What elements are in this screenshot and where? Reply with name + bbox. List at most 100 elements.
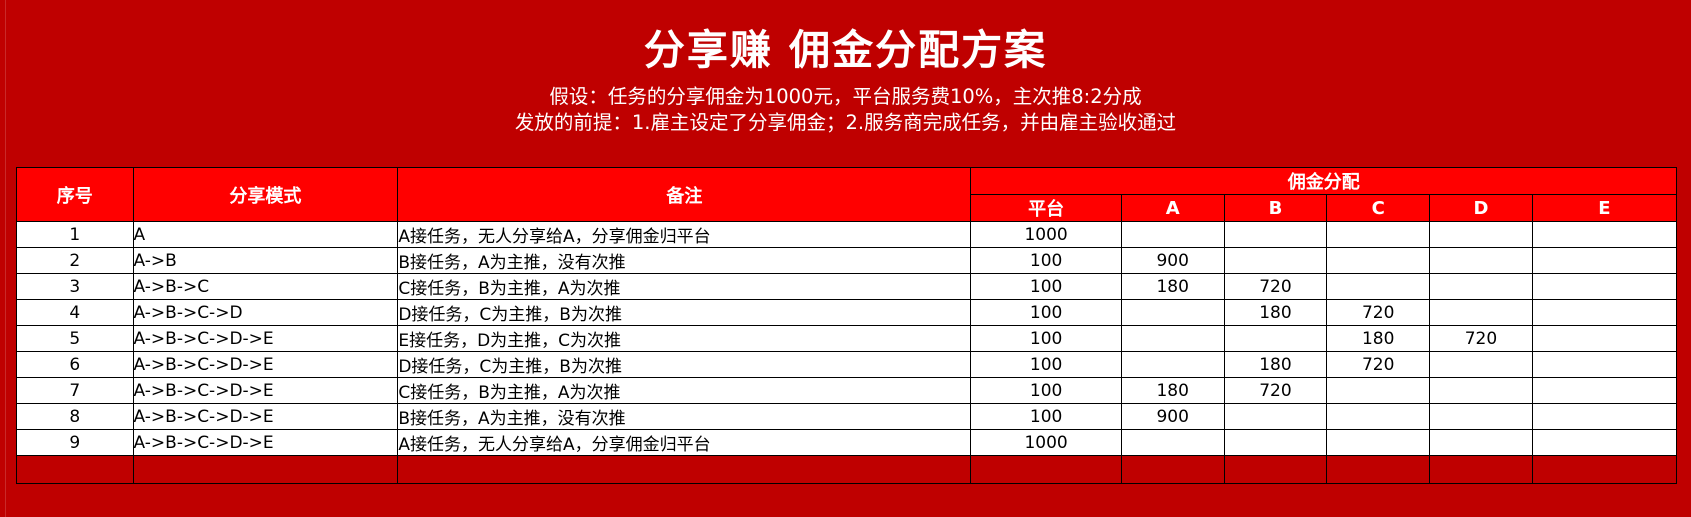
- cell-note[interactable]: C接任务，B为主推，A为次推: [397, 377, 972, 404]
- cell-seq[interactable]: 6: [16, 351, 134, 378]
- cell-platform[interactable]: 100: [970, 247, 1122, 274]
- cell-b[interactable]: 720: [1223, 377, 1328, 404]
- column-header-b[interactable]: B: [1223, 194, 1328, 222]
- column-header-commission-group[interactable]: 佣金分配: [970, 167, 1677, 195]
- cell-e[interactable]: [1531, 247, 1678, 274]
- cell-e[interactable]: [1531, 351, 1678, 378]
- cell-c[interactable]: 720: [1326, 351, 1431, 378]
- cell-mode[interactable]: A->B->C->D->E: [132, 429, 399, 456]
- cell-c[interactable]: [1326, 377, 1431, 404]
- cell-note[interactable]: A接任务，无人分享给A，分享佣金归平台: [397, 429, 972, 456]
- cell-d[interactable]: [1429, 429, 1533, 456]
- cell-seq[interactable]: 7: [16, 377, 134, 404]
- table-row[interactable]: 8 A->B->C->D->E B接任务，A为主推，没有次推 100 900: [16, 403, 1678, 430]
- cell-a[interactable]: 180: [1120, 273, 1225, 300]
- column-header-e[interactable]: E: [1531, 194, 1678, 222]
- cell-a[interactable]: [1120, 351, 1225, 378]
- table-row[interactable]: 5 A->B->C->D->E E接任务，D为主推，C为次推 100 180 7…: [16, 325, 1678, 352]
- cell-d[interactable]: [1429, 221, 1533, 248]
- cell-a[interactable]: [1120, 221, 1225, 248]
- cell-b[interactable]: [1223, 325, 1328, 352]
- cell-c[interactable]: [1326, 273, 1431, 300]
- cell-c[interactable]: 180: [1326, 325, 1431, 352]
- table-row[interactable]: 1 A A接任务，无人分享给A，分享佣金归平台 1000: [16, 221, 1678, 248]
- cell-platform[interactable]: 100: [970, 377, 1122, 404]
- cell-mode[interactable]: A->B->C->D: [132, 299, 399, 326]
- column-header-d[interactable]: D: [1429, 194, 1533, 222]
- table-row[interactable]: 3 A->B->C C接任务，B为主推，A为次推 100 180 720: [16, 273, 1678, 300]
- cell-e[interactable]: [1531, 221, 1678, 248]
- cell-c[interactable]: 720: [1326, 299, 1431, 326]
- table-row[interactable]: 6 A->B->C->D->E D接任务，C为主推，B为次推 100 180 7…: [16, 351, 1678, 378]
- column-header-note[interactable]: 备注: [397, 167, 972, 222]
- cell-platform[interactable]: 1000: [970, 429, 1122, 456]
- cell-b[interactable]: 180: [1223, 351, 1328, 378]
- cell-e[interactable]: [1531, 429, 1678, 456]
- column-header-c[interactable]: C: [1326, 194, 1431, 222]
- cell-c[interactable]: [1326, 403, 1431, 430]
- cell-note[interactable]: C接任务，B为主推，A为次推: [397, 273, 972, 300]
- cell-seq[interactable]: 8: [16, 403, 134, 430]
- cell-b[interactable]: 720: [1223, 273, 1328, 300]
- cell-platform[interactable]: 100: [970, 325, 1122, 352]
- table-row[interactable]: 2 A->B B接任务，A为主推，没有次推 100 900: [16, 247, 1678, 274]
- cell-mode[interactable]: A->B: [132, 247, 399, 274]
- column-header-mode[interactable]: 分享模式: [132, 167, 399, 222]
- cell-e[interactable]: [1531, 273, 1678, 300]
- cell-seq[interactable]: 2: [16, 247, 134, 274]
- cell-note[interactable]: A接任务，无人分享给A，分享佣金归平台: [397, 221, 972, 248]
- cell-d[interactable]: [1429, 273, 1533, 300]
- cell-a[interactable]: 900: [1120, 247, 1225, 274]
- cell-note[interactable]: B接任务，A为主推，没有次推: [397, 247, 972, 274]
- cell-note[interactable]: B接任务，A为主推，没有次推: [397, 403, 972, 430]
- cell-e[interactable]: [1531, 325, 1678, 352]
- cell-a[interactable]: [1120, 325, 1225, 352]
- cell-mode[interactable]: A->B->C->D->E: [132, 403, 399, 430]
- cell-d[interactable]: [1429, 351, 1533, 378]
- cell-mode[interactable]: A->B->C: [132, 273, 399, 300]
- cell-platform[interactable]: 1000: [970, 221, 1122, 248]
- cell-a[interactable]: [1120, 299, 1225, 326]
- cell-c[interactable]: [1326, 247, 1431, 274]
- cell-seq[interactable]: 9: [16, 429, 134, 456]
- cell-c[interactable]: [1326, 221, 1431, 248]
- cell-c[interactable]: [1326, 429, 1431, 456]
- cell-platform[interactable]: 100: [970, 299, 1122, 326]
- cell-note[interactable]: D接任务，C为主推，B为次推: [397, 351, 972, 378]
- cell-e[interactable]: [1531, 377, 1678, 404]
- cell-a[interactable]: [1120, 429, 1225, 456]
- cell-note[interactable]: D接任务，C为主推，B为次推: [397, 299, 972, 326]
- cell-d[interactable]: 720: [1429, 325, 1533, 352]
- cell-platform[interactable]: 100: [970, 351, 1122, 378]
- cell-mode[interactable]: A->B->C->D->E: [132, 351, 399, 378]
- table-row[interactable]: 7 A->B->C->D->E C接任务，B为主推，A为次推 100 180 7…: [16, 377, 1678, 404]
- column-header-seq[interactable]: 序号: [16, 167, 134, 222]
- cell-d[interactable]: [1429, 247, 1533, 274]
- cell-platform[interactable]: 100: [970, 403, 1122, 430]
- cell-mode[interactable]: A: [132, 221, 399, 248]
- column-header-platform[interactable]: 平台: [970, 194, 1122, 222]
- table-row[interactable]: 4 A->B->C->D D接任务，C为主推，B为次推 100 180 720: [16, 299, 1678, 326]
- column-header-a[interactable]: A: [1120, 194, 1225, 222]
- cell-platform[interactable]: 100: [970, 273, 1122, 300]
- cell-b[interactable]: [1223, 247, 1328, 274]
- cell-mode[interactable]: A->B->C->D->E: [132, 377, 399, 404]
- cell-d[interactable]: [1429, 377, 1533, 404]
- cell-a[interactable]: 900: [1120, 403, 1225, 430]
- table-row[interactable]: 9 A->B->C->D->E A接任务，无人分享给A，分享佣金归平台 1000: [16, 429, 1678, 456]
- cell-e[interactable]: [1531, 403, 1678, 430]
- cell-seq[interactable]: 3: [16, 273, 134, 300]
- cell-a[interactable]: 180: [1120, 377, 1225, 404]
- cell-e[interactable]: [1531, 299, 1678, 326]
- cell-note[interactable]: E接任务，D为主推，C为次推: [397, 325, 972, 352]
- cell-b[interactable]: [1223, 221, 1328, 248]
- cell-b[interactable]: [1223, 403, 1328, 430]
- cell-seq[interactable]: 4: [16, 299, 134, 326]
- cell-b[interactable]: [1223, 429, 1328, 456]
- cell-d[interactable]: [1429, 299, 1533, 326]
- cell-d[interactable]: [1429, 403, 1533, 430]
- cell-seq[interactable]: 5: [16, 325, 134, 352]
- cell-mode[interactable]: A->B->C->D->E: [132, 325, 399, 352]
- cell-b[interactable]: 180: [1223, 299, 1328, 326]
- cell-seq[interactable]: 1: [16, 221, 134, 248]
